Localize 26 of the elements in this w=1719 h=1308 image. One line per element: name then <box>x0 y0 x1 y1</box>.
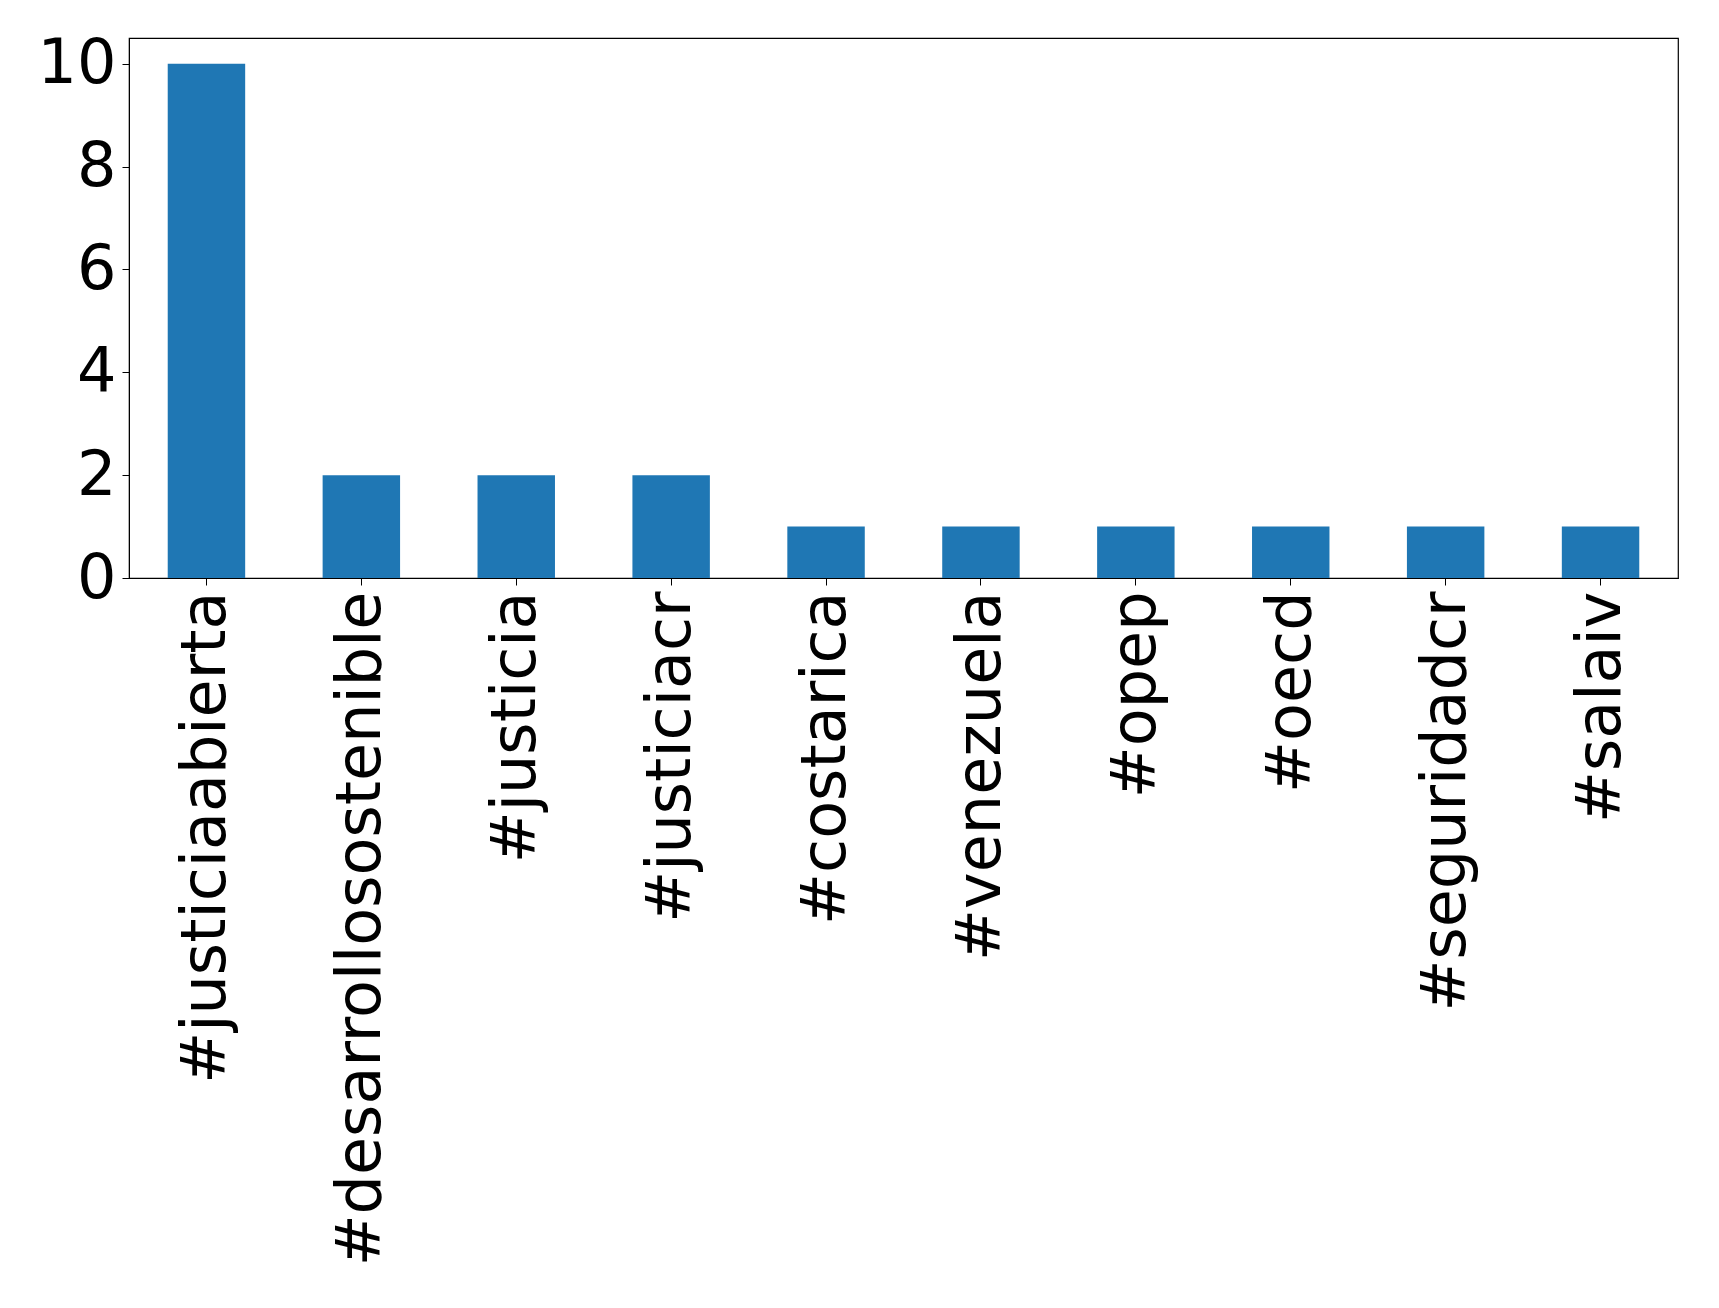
y-tick-label: 10 <box>37 25 117 99</box>
bar <box>787 526 865 578</box>
x-tick-label: #justicia <box>477 591 551 864</box>
bar <box>1406 526 1485 578</box>
x-tick-label: #opep <box>1096 591 1170 799</box>
y-tick-label: 6 <box>77 230 117 304</box>
y-tick-label: 2 <box>77 436 117 510</box>
bar <box>942 526 1020 578</box>
x-tick-label: #oecd <box>1251 591 1325 793</box>
x-tick-label: #seguridadcr <box>1406 590 1480 1012</box>
x-tick-label: #salaiv <box>1561 591 1635 823</box>
bar <box>322 475 401 578</box>
bar <box>167 63 246 578</box>
x-tick-label: #venezuela <box>941 591 1015 961</box>
x-tick-label: #desarrollosostenible <box>322 591 396 1267</box>
bar <box>1561 526 1640 578</box>
bar <box>477 475 555 578</box>
y-tick-label: 8 <box>77 128 117 202</box>
x-tick-label: #justiciaabierta <box>167 591 241 1084</box>
bar <box>1252 526 1330 578</box>
y-tick-label: 0 <box>77 539 117 613</box>
y-tick-label: 4 <box>77 333 117 407</box>
bar <box>1097 526 1175 578</box>
x-tick-label: #costarica <box>787 591 861 925</box>
bar <box>632 475 710 578</box>
x-tick-label: #justiciacr <box>632 591 706 923</box>
